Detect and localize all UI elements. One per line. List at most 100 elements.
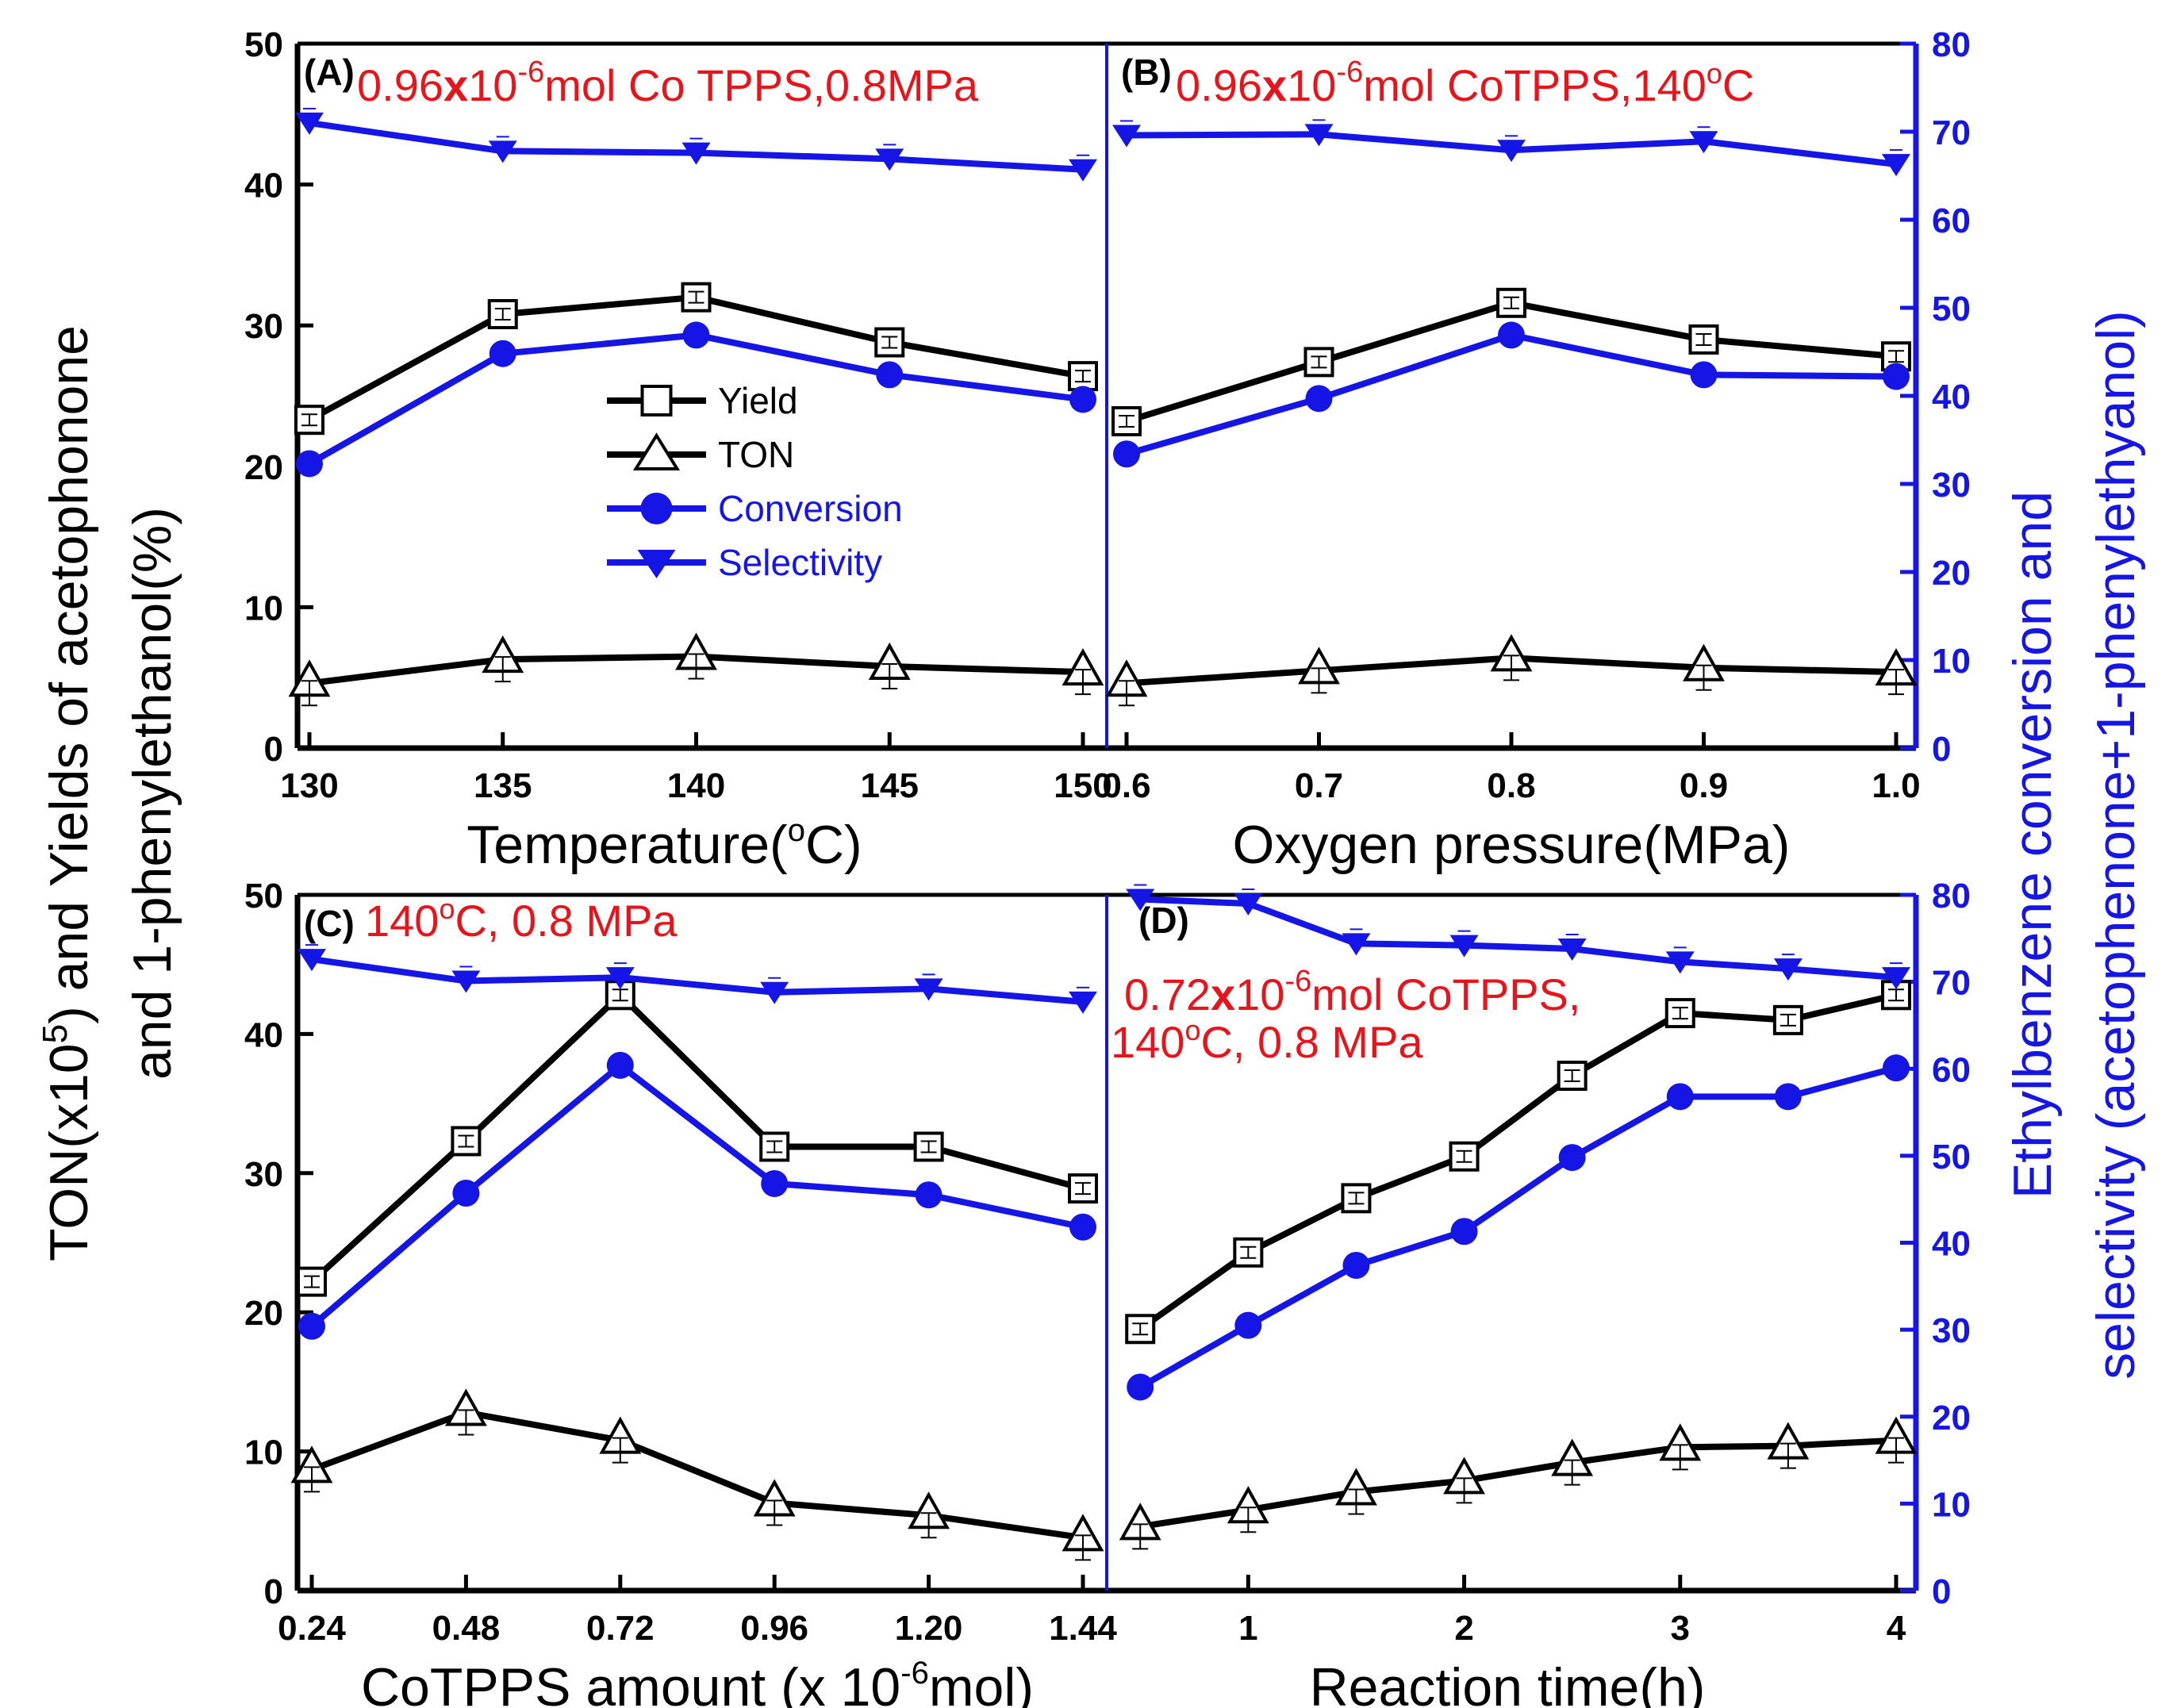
legend-label: TON [718, 434, 794, 475]
left-axis-title: TON(x105) and Yields of acetophonone [36, 325, 99, 1261]
left-ytick-label: 10 [244, 589, 283, 628]
left-ytick-label: 0 [264, 730, 283, 769]
left-axis-title-line2: and 1-phenylethanol(%) [122, 507, 182, 1080]
right-ytick-label: 80 [1932, 25, 1971, 64]
xtick-label: 130 [280, 766, 338, 805]
panel-2: 0 10 20 30 40 50 0.24 0.48 0.72 0.96 1.20 1.44 CoTPP… [244, 877, 1117, 1708]
series-line-yield [309, 992, 1085, 1284]
point-selectivity [605, 967, 635, 990]
point-selectivity [1234, 892, 1263, 915]
right-ytick-label: 0 [1932, 730, 1951, 769]
xtick-label: 0.9 [1680, 766, 1728, 805]
point-selectivity [451, 970, 481, 993]
xtick-label: 1 [1238, 1609, 1257, 1648]
series-line-yield [1125, 299, 1897, 424]
point-yield [1303, 347, 1334, 378]
xtick-label: 150 [1054, 766, 1111, 805]
left-ytick-label: 30 [244, 307, 283, 346]
series-line-yield [1138, 992, 1897, 1332]
xtick-label: 0.6 [1102, 766, 1150, 805]
right-axis-title-line2: selectivity (acetophenone+1-phenylethyan… [2086, 310, 2146, 1380]
right-ytick-label: 60 [1932, 202, 1971, 240]
xtick-label: 0.7 [1295, 766, 1343, 805]
series-line-selectivity [1140, 896, 1897, 981]
series-line-conversion [1125, 332, 1897, 458]
point-conversion [876, 361, 904, 389]
point-conversion [761, 1169, 789, 1197]
left-ytick-label: 40 [244, 167, 283, 205]
point-conversion [1342, 1252, 1370, 1280]
point-selectivity [1112, 125, 1141, 148]
series-line-selectivity [311, 956, 1084, 1005]
panel-1: 0 10 20 30 40 50 60 70 80 0.6 0.7 0.8 0.9 1.0 Oxygen p… [1102, 25, 1971, 875]
right-ytick-label: 20 [1932, 554, 1971, 593]
svg-text:selectivity (acetophenone+1-ph: selectivity (acetophenone+1-phenylethyan… [2086, 310, 2146, 1380]
xtick-label: 0.96 [740, 1609, 808, 1648]
point-conversion [1113, 440, 1140, 468]
xtick-label: 1.20 [895, 1609, 963, 1648]
point-conversion [1883, 363, 1910, 390]
series-line-conversion [309, 1061, 1084, 1329]
point-conversion [682, 321, 710, 349]
right-axis-title: Ethylbenzene conversion and [2002, 491, 2063, 1199]
right-ytick-label: 70 [1932, 113, 1971, 152]
point-conversion [296, 450, 323, 478]
xtick-label: 140 [667, 766, 725, 805]
legend-label: Conversion [718, 488, 903, 529]
xtick-label: 2 [1454, 1609, 1473, 1648]
right-ytick-label: 50 [1932, 1138, 1971, 1176]
right-ytick-label: 10 [1932, 1485, 1971, 1524]
xaxis-title: Reaction time(h) [1310, 1657, 1706, 1708]
left-ytick-label: 20 [244, 1294, 283, 1333]
point-conversion [1690, 361, 1718, 389]
xaxis-title: CoTPPS amount (x 10-6mol) [361, 1656, 1034, 1708]
point-conversion [1774, 1083, 1802, 1111]
point-conversion [1498, 321, 1525, 349]
point-selectivity [298, 949, 326, 972]
point-selectivity [1665, 951, 1695, 974]
legend-label: Yield [718, 380, 798, 421]
xaxis-title: Oxygen pressure(MPa) [1233, 815, 1791, 875]
point-selectivity [681, 142, 711, 165]
left-ytick-label: 30 [244, 1155, 283, 1194]
right-ytick-label: 40 [1932, 378, 1971, 416]
point-conversion [1883, 1054, 1910, 1082]
panel-label: (D) [1138, 900, 1189, 941]
point-selectivity [1342, 933, 1371, 956]
point-selectivity [1126, 889, 1155, 912]
right-ytick-label: 30 [1932, 1311, 1971, 1350]
legend-marker-selectivity [637, 550, 676, 578]
xaxis-title: Temperature(oC) [466, 813, 862, 875]
right-ytick-label: 70 [1932, 964, 1971, 1003]
panel-annotation: 140oC, 0.8 MPa [1111, 1014, 1423, 1067]
point-conversion [606, 1051, 634, 1079]
panel-3: 0 10 20 30 40 50 60 70 80 1 2 3 4 Reaction time(h) (D)… [1111, 877, 1971, 1708]
point-conversion [298, 1312, 325, 1340]
left-ytick-label: 20 [244, 448, 283, 487]
point-selectivity [1449, 935, 1479, 958]
point-conversion [489, 340, 516, 367]
panel-annotation: 0.96x10-6mol Co TPPS,0.8MPa [357, 56, 979, 110]
right-ytick-label: 0 [1932, 1572, 1951, 1611]
xtick-label: 1.0 [1872, 766, 1920, 805]
left-ytick-label: 40 [244, 1015, 283, 1054]
xtick-label: 1.44 [1049, 1609, 1117, 1648]
point-conversion [1069, 386, 1096, 413]
series-line-ton [1139, 1437, 1897, 1530]
point-selectivity [1069, 991, 1097, 1014]
xtick-label: 0.8 [1487, 766, 1535, 805]
left-ytick-label: 0 [264, 1572, 283, 1611]
point-conversion [1666, 1083, 1694, 1111]
left-ytick-label: 10 [244, 1434, 283, 1472]
xtick-label: 4 [1887, 1609, 1906, 1648]
point-selectivity [1882, 967, 1910, 990]
point-conversion [1450, 1218, 1478, 1245]
point-selectivity [1304, 124, 1334, 147]
panel-label: (C) [304, 903, 355, 944]
point-yield [487, 298, 518, 329]
right-ytick-label: 20 [1932, 1399, 1971, 1437]
legend: Yield TON Conversion Selectivity [607, 380, 903, 583]
xtick-label: 0.24 [278, 1609, 346, 1648]
series-line-ton [310, 1409, 1084, 1541]
panel-label: (A) [304, 52, 355, 93]
